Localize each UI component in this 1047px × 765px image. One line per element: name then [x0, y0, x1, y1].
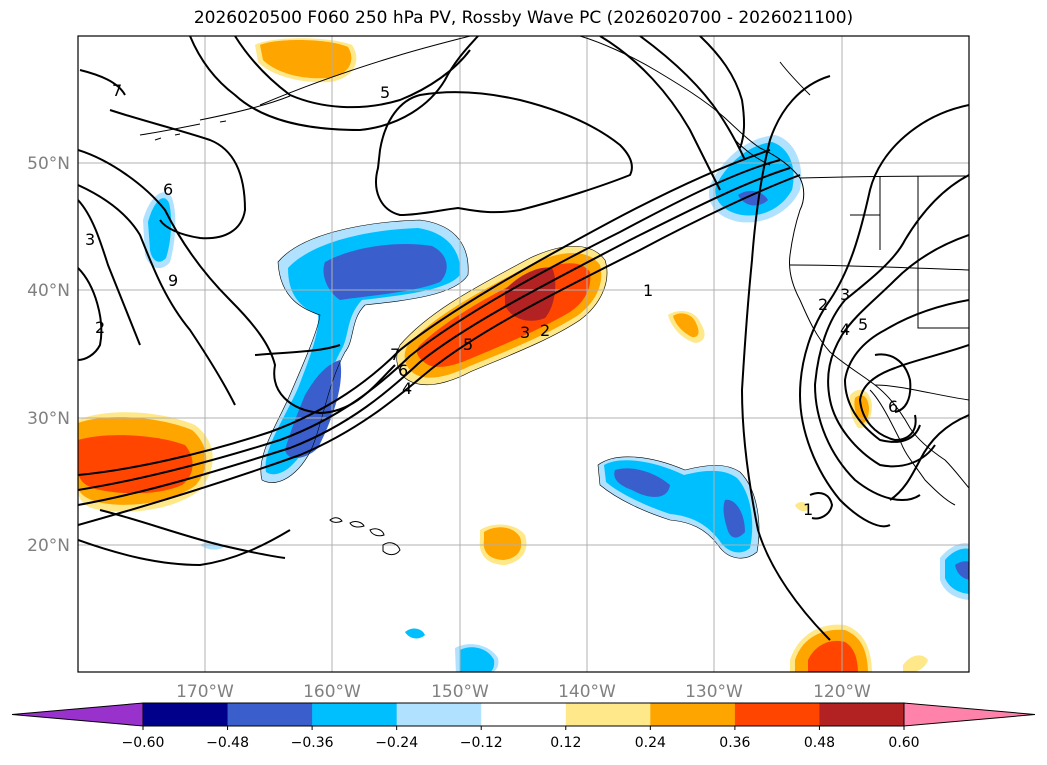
lon-label: 160°W: [303, 682, 361, 702]
pv-contours: [78, 36, 969, 641]
map-title: 2026020500 F060 250 hPa PV, Rossby Wave …: [193, 8, 854, 28]
contour-label: 2: [540, 321, 550, 340]
contour-label: 5: [858, 315, 868, 334]
colorbar-tick-label: 0.12: [550, 735, 581, 751]
colorbar-tick-label: −0.24: [375, 735, 418, 751]
colorbar-segment: [312, 703, 398, 726]
lon-label: 140°W: [558, 682, 616, 702]
contour-label: 2: [95, 318, 105, 337]
colorbar-outline: [142, 702, 905, 727]
contour-label: 7: [390, 345, 400, 364]
lon-label: 170°W: [176, 682, 234, 702]
lat-label: 40°N: [27, 281, 70, 301]
colorbar-tick-label: −0.60: [122, 735, 165, 751]
graticule: [78, 36, 969, 672]
contour-label: 1: [803, 500, 813, 519]
longitude-labels: 170°W 160°W 150°W 140°W 130°W 120°W: [176, 682, 871, 702]
lon-label: 120°W: [813, 682, 871, 702]
islands: [154, 120, 401, 556]
colorbar-tick-label: 0.36: [719, 735, 750, 751]
colorbar-extend-low: [11, 702, 144, 727]
lat-label: 30°N: [27, 409, 70, 429]
contour-label: 4: [840, 320, 850, 339]
lon-label: 130°W: [685, 682, 743, 702]
map-frame: [77, 35, 970, 673]
contour-label: 6: [163, 180, 173, 199]
lat-label: 50°N: [27, 154, 70, 174]
contour-label: 9: [168, 271, 178, 290]
colorbar-tick-label: −0.12: [460, 735, 503, 751]
colorbar-extend-high: [903, 702, 1036, 727]
contour-label: 6: [398, 361, 408, 380]
contour-label: 5: [380, 83, 390, 102]
colorbar-segment: [819, 703, 905, 726]
colorbar-segment: [481, 703, 567, 726]
colorbar-segment: [396, 703, 482, 726]
contour-label: 3: [520, 323, 530, 342]
map-background: [78, 36, 969, 672]
colorbar-segment: [143, 703, 229, 726]
contour-label: 7: [112, 81, 122, 100]
coastlines: [139, 36, 969, 506]
latitude-labels: 50°N 40°N 30°N 20°N: [27, 154, 70, 556]
colorbar-tick-label: −0.48: [206, 735, 249, 751]
colorbar-tick-label: 0.48: [804, 735, 835, 751]
contour-labels: 7 5 6 3 9 2 7 6 4 5 3 2 1 2 3 4 5 6 1: [85, 81, 898, 519]
colorbar-tick-label: −0.36: [291, 735, 334, 751]
contour-label: 6: [888, 397, 898, 416]
lon-label: 150°W: [431, 682, 489, 702]
lat-label: 20°N: [27, 536, 70, 556]
colorbar-tick-label: 0.60: [888, 735, 919, 751]
contour-label: 1: [643, 281, 653, 300]
contour-label: 3: [840, 285, 850, 304]
colorbar-segment: [734, 703, 820, 726]
contour-label: 4: [402, 379, 412, 398]
colorbar-segment: [227, 703, 313, 726]
colorbar-tick-label: 0.24: [635, 735, 666, 751]
colorbar-segment: [650, 703, 736, 726]
contour-label: 2: [818, 295, 828, 314]
contour-label: 3: [85, 230, 95, 249]
colorbar-segment: [565, 703, 651, 726]
colorbar: −0.60 −0.48 −0.36 −0.24 −0.12 0.12 0.24 0.36 0.4…: [11, 702, 1036, 751]
contour-label: 5: [463, 335, 473, 354]
